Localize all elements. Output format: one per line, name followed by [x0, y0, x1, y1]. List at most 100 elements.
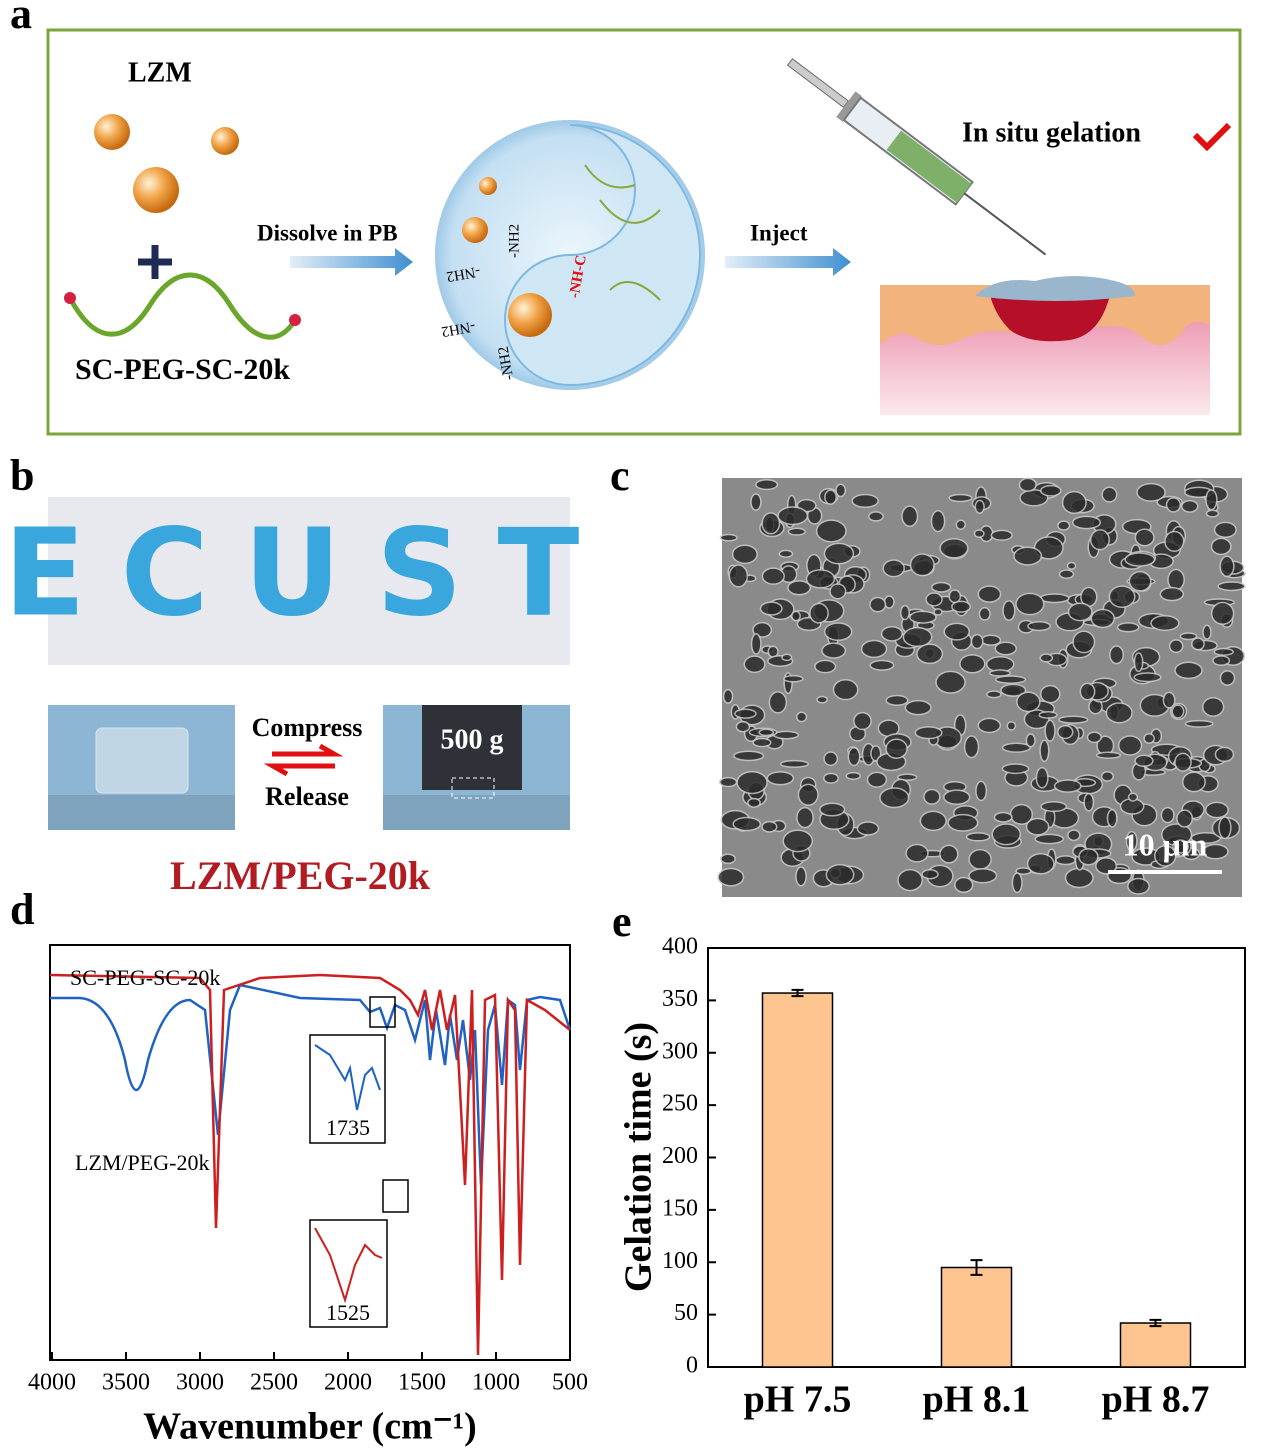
pore: [805, 569, 836, 589]
panel-label: b: [10, 451, 34, 500]
pore: [1128, 570, 1152, 592]
pore: [1067, 602, 1093, 622]
pore: [1025, 733, 1036, 748]
pore: [879, 787, 910, 809]
pore: [1105, 702, 1133, 724]
pore: [1101, 486, 1118, 503]
pore: [1210, 537, 1232, 556]
legend-label: SC-PEG-SC-20k: [70, 965, 220, 990]
pore: [759, 601, 783, 616]
pore: [832, 678, 859, 701]
error-bar: [970, 1259, 983, 1276]
pore: [901, 505, 919, 528]
y-tick-label: 300: [662, 1038, 698, 1064]
pore: [773, 730, 800, 740]
pore: [809, 602, 829, 624]
annotation: 1735: [326, 1115, 370, 1140]
pore: [1214, 746, 1235, 763]
pore: [902, 626, 933, 648]
pore: [750, 632, 762, 655]
label: SC-PEG-SC-20k: [75, 353, 290, 386]
pore: [1044, 719, 1056, 742]
pore: [1100, 770, 1114, 782]
pore: [755, 479, 779, 491]
pore: [797, 783, 819, 806]
sphere: [462, 217, 488, 243]
pore: [970, 633, 984, 650]
pore: [885, 694, 909, 707]
group-label: -NH2: [445, 263, 481, 285]
weight: [422, 705, 522, 790]
pore: [1095, 751, 1122, 760]
pore: [1040, 801, 1068, 813]
pore: [1171, 704, 1185, 719]
pore: [719, 533, 738, 542]
pore: [905, 843, 929, 863]
pore: [1176, 809, 1194, 828]
pore: [869, 659, 895, 671]
pore: [931, 581, 952, 593]
pore: [796, 806, 814, 829]
pore: [968, 868, 998, 884]
pore: [977, 717, 1002, 734]
pore: [823, 622, 853, 641]
pore: [1217, 581, 1246, 592]
pore: [988, 669, 1011, 677]
pore: [973, 529, 985, 539]
pore: [856, 821, 880, 836]
pore: [1039, 684, 1061, 704]
pore: [1001, 742, 1032, 753]
x-tick-label: 500: [552, 1370, 588, 1396]
pore: [1174, 661, 1203, 680]
panel-label: d: [10, 885, 34, 934]
pore: [1090, 608, 1116, 629]
bar: [940, 1266, 1013, 1368]
scale-label: 10 μm: [1123, 826, 1208, 862]
pore: [954, 876, 974, 894]
pore: [1159, 586, 1185, 602]
sem-texture: [717, 477, 1246, 895]
pore: [947, 813, 979, 832]
pore: [720, 853, 736, 865]
gel-cylinder: [95, 727, 189, 794]
y-tick-label: 0: [686, 1353, 698, 1379]
pore: [853, 711, 872, 731]
pore: [1078, 848, 1099, 866]
pore: [1219, 670, 1236, 686]
pore: [731, 544, 758, 565]
pore: [968, 848, 992, 870]
pore: [782, 829, 814, 853]
plot-frame: [49, 944, 571, 1361]
pore: [735, 720, 751, 733]
pore: [845, 771, 862, 781]
pore: [914, 726, 943, 740]
pore: [816, 695, 828, 704]
pore: [823, 772, 839, 784]
pore: [1213, 521, 1237, 539]
x-tick-label: 1000: [472, 1370, 520, 1396]
pore: [955, 519, 967, 530]
pore: [1210, 601, 1235, 626]
pore: [951, 600, 972, 613]
pore: [1202, 843, 1229, 860]
pore: [728, 564, 749, 588]
pore: [1066, 561, 1077, 570]
pore: [1013, 546, 1043, 566]
pore: [948, 493, 973, 503]
pore: [1034, 833, 1065, 845]
y-tick-label: 50: [674, 1300, 698, 1326]
pore: [1116, 622, 1140, 633]
check: [1192, 122, 1232, 152]
pore: [1150, 615, 1180, 632]
pore: [851, 493, 879, 509]
pore: [904, 699, 932, 716]
pore: [1127, 877, 1150, 895]
pore: [779, 759, 809, 769]
pore: [1109, 645, 1125, 665]
polymer-chain: [67, 272, 298, 340]
x-tick-label: 3000: [176, 1370, 224, 1396]
pore: [732, 816, 762, 832]
pore: [718, 776, 738, 788]
pore: [814, 659, 837, 674]
pore: [750, 493, 762, 511]
